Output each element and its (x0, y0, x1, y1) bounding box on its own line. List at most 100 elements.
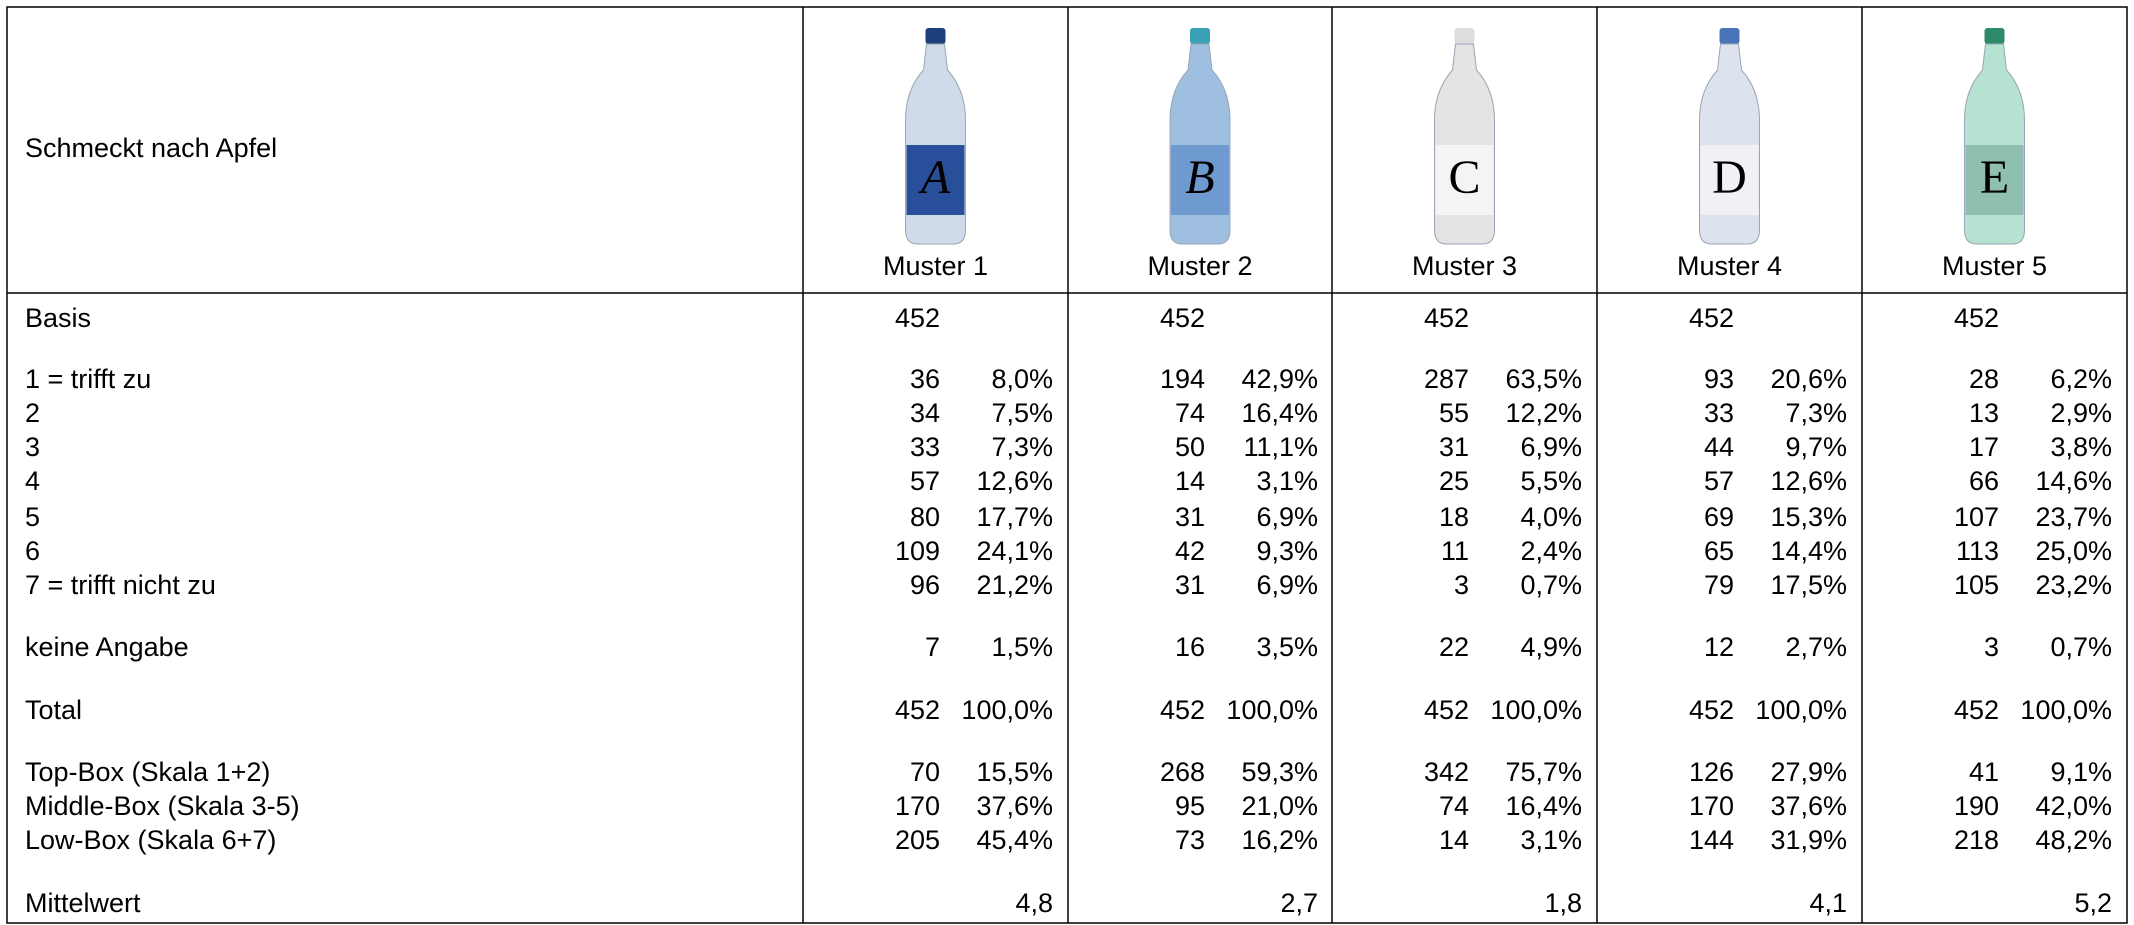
count-cell: 33 (1704, 398, 1734, 428)
sample-name: Muster 2 (1147, 251, 1252, 281)
table: Schmeckt nach Apfel A Muster 1 B Muster 2 C M… (0, 0, 2134, 925)
sample-name: Muster 1 (883, 251, 988, 281)
percent-cell: 12,6% (1770, 466, 1847, 496)
count-cell: 33 (910, 432, 940, 462)
count-cell: 14 (1439, 825, 1469, 855)
count-cell: 28 (1969, 364, 1999, 394)
count-cell: 3 (1454, 570, 1469, 600)
count-cell: 109 (895, 536, 940, 566)
row-label: 5 (25, 502, 40, 532)
count-cell: 70 (910, 757, 940, 787)
count-cell: 144 (1689, 825, 1734, 855)
count-cell: 57 (1704, 466, 1734, 496)
count-cell: 31 (1439, 432, 1469, 462)
percent-cell: 6,2% (2050, 364, 2112, 394)
count-cell: 65 (1704, 536, 1734, 566)
bottle: E (1965, 28, 2025, 244)
count-cell: 73 (1175, 825, 1205, 855)
bottle-cap (1455, 28, 1475, 44)
count-cell: 287 (1424, 364, 1469, 394)
percent-cell: 8,0% (991, 364, 1053, 394)
bottle-letter: E (1980, 151, 2009, 204)
bottle: B (1170, 28, 1230, 244)
percent-cell: 12,6% (976, 466, 1053, 496)
row-label: 3 (25, 432, 40, 462)
count-cell: 107 (1954, 502, 1999, 532)
count-cell: 95 (1175, 791, 1205, 821)
count-cell: 452 (1424, 695, 1469, 725)
percent-cell: 20,6% (1770, 364, 1847, 394)
percent-cell: 17,5% (1770, 570, 1847, 600)
bottle-letter: A (918, 151, 951, 204)
count-cell: 452 (1954, 303, 1999, 333)
percent-cell: 15,3% (1770, 502, 1847, 532)
count-cell: 16 (1175, 632, 1205, 662)
count-cell: 66 (1969, 466, 1999, 496)
count-cell: 96 (910, 570, 940, 600)
percent-cell: 0,7% (2050, 632, 2112, 662)
count-cell: 55 (1439, 398, 1469, 428)
sample-name: Muster 5 (1942, 251, 2047, 281)
percent-cell: 45,4% (976, 825, 1053, 855)
count-cell: 452 (895, 695, 940, 725)
percent-cell: 37,6% (976, 791, 1053, 821)
percent-cell: 16,4% (1241, 398, 1318, 428)
bottle-cap (1190, 28, 1210, 44)
percent-cell: 4,9% (1520, 632, 1582, 662)
count-cell: 105 (1954, 570, 1999, 600)
count-cell: 452 (1160, 303, 1205, 333)
bottle-letter: D (1712, 151, 1747, 204)
percent-cell: 2,7% (1785, 632, 1847, 662)
percent-cell: 100,0% (1755, 695, 1847, 725)
count-cell: 69 (1704, 502, 1734, 532)
percent-cell: 100,0% (2020, 695, 2112, 725)
count-cell: 113 (1956, 536, 1999, 566)
header-title: Schmeckt nach Apfel (25, 133, 277, 163)
percent-cell: 1,5% (991, 632, 1053, 662)
count-cell: 44 (1704, 432, 1734, 462)
percent-cell: 63,5% (1505, 364, 1582, 394)
sample-name: Muster 3 (1412, 251, 1517, 281)
percent-cell: 7,3% (991, 432, 1053, 462)
percent-cell: 2,7 (1280, 888, 1318, 918)
row-label: 4 (25, 466, 40, 496)
sample-name: Muster 4 (1677, 251, 1782, 281)
count-cell: 17 (1969, 432, 1999, 462)
percent-cell: 14,6% (2035, 466, 2112, 496)
bottle: A (906, 28, 966, 244)
percent-cell: 6,9% (1256, 502, 1318, 532)
row-label: 2 (25, 398, 40, 428)
percent-cell: 2,4% (1520, 536, 1582, 566)
count-cell: 13 (1969, 398, 1999, 428)
row-label: keine Angabe (25, 632, 189, 662)
bottle-cap (1720, 28, 1740, 44)
percent-cell: 27,9% (1770, 757, 1847, 787)
bottle-letter: C (1448, 151, 1480, 204)
percent-cell: 21,2% (976, 570, 1053, 600)
count-cell: 57 (910, 466, 940, 496)
count-cell: 218 (1954, 825, 1999, 855)
percent-cell: 9,3% (1256, 536, 1318, 566)
percent-cell: 23,2% (2035, 570, 2112, 600)
percent-cell: 9,7% (1785, 432, 1847, 462)
count-cell: 31 (1175, 502, 1205, 532)
percent-cell: 6,9% (1256, 570, 1318, 600)
row-label: Total (25, 695, 82, 725)
percent-cell: 17,7% (976, 502, 1053, 532)
percent-cell: 0,7% (1520, 570, 1582, 600)
bottle-letter: B (1185, 151, 1214, 204)
count-cell: 41 (1969, 757, 1999, 787)
percent-cell: 16,2% (1241, 825, 1318, 855)
percent-cell: 1,8 (1544, 888, 1582, 918)
percent-cell: 42,9% (1241, 364, 1318, 394)
percent-cell: 31,9% (1770, 825, 1847, 855)
count-cell: 452 (1689, 303, 1734, 333)
row-label: Mittelwert (25, 888, 141, 918)
percent-cell: 14,4% (1770, 536, 1847, 566)
row-label: Low-Box (Skala 6+7) (25, 825, 276, 855)
count-cell: 170 (1689, 791, 1734, 821)
percent-cell: 100,0% (961, 695, 1053, 725)
percent-cell: 48,2% (2035, 825, 2112, 855)
count-cell: 190 (1954, 791, 1999, 821)
percent-cell: 15,5% (976, 757, 1053, 787)
